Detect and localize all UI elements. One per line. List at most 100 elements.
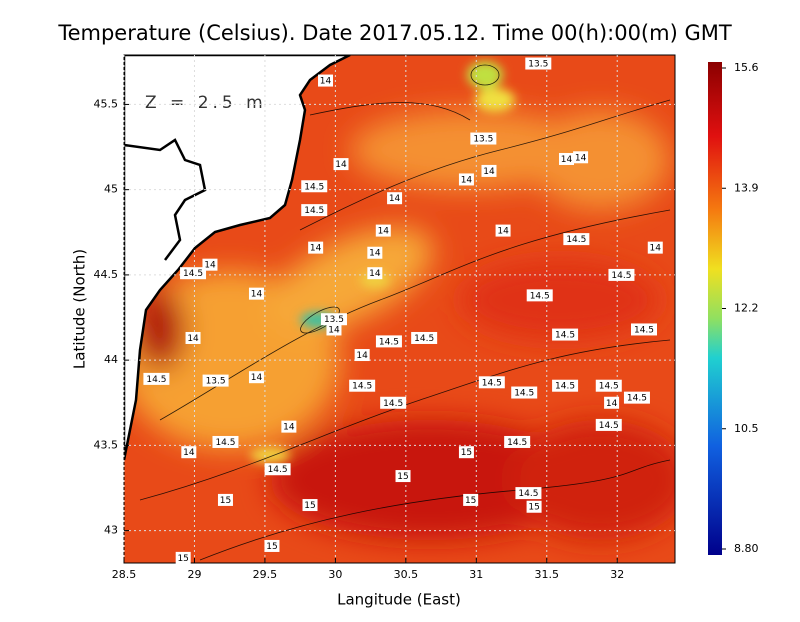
contour-label-box [470,132,497,145]
contour-label: 14.5 [514,389,534,399]
contour-label: 14 [497,227,509,237]
contour-label-box [504,435,531,448]
contour-label-box [281,420,297,433]
x-tick-label: 31.5 [535,568,560,581]
contour-label-box [515,487,542,500]
contour-label: 14 [561,155,573,165]
contour-label: 15 [304,501,315,511]
contour-label: 14.5 [146,375,166,385]
contour-label-box [463,493,479,506]
contour-label: 14.5 [507,438,527,448]
contour-label-box [495,224,511,237]
contour-label: 13.5 [324,315,344,325]
contour-label-box [604,396,620,409]
contour-label: 14.5 [482,378,502,388]
contour-label-box [411,331,438,344]
contour-label: 14 [251,290,263,300]
contour-label: 14.5 [352,382,372,392]
contour-label: 15 [397,472,408,482]
contour-label: 14 [369,269,381,279]
contour-label: 15 [528,503,539,513]
contour-label-box [595,379,622,392]
contour-label: 14.5 [414,334,434,344]
colorbar-tick-label: 12.2 [734,302,759,315]
contour-label: 14.5 [268,465,288,475]
contour-label: 14.5 [611,271,631,281]
contour-label-box [395,470,411,483]
contour-label-box [458,173,474,186]
y-tick-label: 44.5 [94,268,119,281]
contour-label-box [481,164,497,177]
contour-label-box [349,379,376,392]
contour-label-box [380,396,407,409]
contour-label-box [212,435,239,448]
contour-label: 14.5 [518,489,538,499]
contour-label: 13.5 [206,377,226,387]
contour-label-box [630,323,657,336]
contour-label-box [333,158,349,171]
contour-label: 14 [461,175,473,185]
contour-label: 13.5 [473,135,493,145]
contour-label-box [558,152,574,165]
contour-label-box [478,376,505,389]
contour-label-box [308,241,324,254]
contour-label: 14.5 [383,399,403,409]
colorbar-tick-label: 10.5 [734,422,759,435]
contour-label: 14.5 [183,269,203,279]
contour-label-box [143,372,170,385]
contour-label: 14 [328,325,340,335]
contour-label: 14.5 [599,382,619,392]
contour-label-box [354,349,370,362]
contour-label-box [526,289,553,302]
contour-label-box [552,328,579,341]
contour-label-box [264,539,280,552]
y-axis-label: Latitude (North) [71,249,89,369]
title: Temperature (Celsius). Date 2017.05.12. … [57,21,732,45]
contour-label: 14 [356,351,368,361]
colorbar-tick-label: 8.80 [734,542,759,555]
contour-label: 13.5 [528,60,548,70]
contour-label-box [248,287,264,300]
contour-label: 14.5 [627,394,647,404]
contour-label: 14.5 [304,182,324,192]
contour-label-box [623,391,650,404]
colorbar-tick-label: 15.6 [734,61,759,74]
contour-label: 14.5 [379,337,399,347]
x-tick-label: 28.5 [112,568,137,581]
contour-label-box [301,180,328,193]
y-tick-label: 44 [104,353,118,366]
x-tick-label: 30.5 [394,568,419,581]
contour-label-box [181,446,197,459]
contour-label-box [526,500,542,513]
y-tick-label: 43.5 [94,438,119,451]
temperature-field [124,55,675,563]
contour-label-box [367,246,383,259]
contour-label: 14 [204,261,216,271]
contour-label-box [302,499,318,512]
contour-label-box [458,446,474,459]
contour-label: 14.5 [555,382,575,392]
contour-label: 14 [369,249,381,259]
contour-label: 15 [461,448,472,458]
contour-label-box [175,551,191,564]
contour-label: 15 [220,496,231,506]
x-tick-label: 30 [328,568,342,581]
contour-label-box [185,331,201,344]
contour-label-box [202,374,229,387]
colorbar [708,62,722,555]
inland-coast [124,138,207,261]
contour-label-box [525,57,552,70]
contour-label: 14.5 [215,438,235,448]
contour-label: 14.5 [304,206,324,216]
contour-label: 14.5 [634,325,654,335]
contour-label-box [563,233,590,246]
depth-annotation: Z = 2.5 m [145,93,267,113]
x-tick-label: 29 [187,568,201,581]
contour-label-box [367,267,383,280]
contour-label-box [573,151,589,164]
contour-label: 15 [177,554,188,564]
land [124,55,351,461]
contour-label-box [202,258,218,271]
contour-label-box [595,418,622,431]
contour-label: 14 [606,399,618,409]
